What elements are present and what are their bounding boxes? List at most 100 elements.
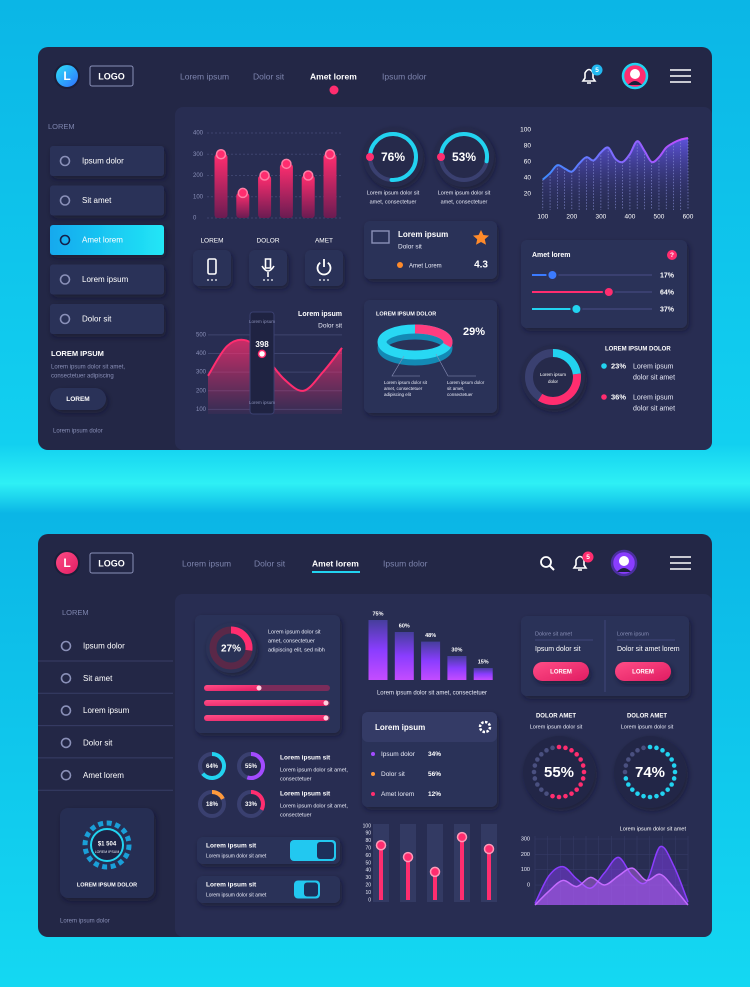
bar — [394, 632, 414, 680]
menu-item[interactable] — [50, 185, 164, 216]
action-button-label: LOREM — [632, 670, 654, 676]
lollipop-head — [402, 851, 414, 863]
mini-donut-label: 33% — [245, 802, 258, 808]
nav-dot — [329, 85, 339, 95]
ring-dot — [535, 782, 540, 787]
toggle-text: Lorem ipsum dolor sit amet — [206, 853, 267, 859]
ring-dot — [544, 748, 549, 753]
menu-item[interactable] — [50, 225, 164, 255]
ring-dot — [630, 787, 635, 792]
nav-link[interactable]: Ipsum dolor — [382, 71, 427, 81]
settings-icon[interactable] — [478, 720, 492, 734]
logo-box — [89, 552, 134, 574]
nav-link[interactable]: Amet lorem — [310, 71, 357, 81]
action-button[interactable] — [615, 662, 671, 681]
menu-item[interactable] — [50, 264, 164, 295]
y-tick-label: 300 — [521, 836, 530, 842]
progress-fill — [204, 685, 262, 691]
menu-item[interactable] — [50, 146, 164, 176]
search-handle — [549, 565, 555, 571]
icon-dots — [327, 279, 329, 281]
menu-label[interactable]: Amet lorem — [83, 771, 124, 780]
ring-dot — [550, 793, 555, 799]
x-tick-label: 300 — [595, 214, 606, 221]
bar-cap — [259, 170, 270, 181]
card — [521, 240, 687, 328]
ring-3d-caption: amet, consectetuer — [384, 386, 423, 391]
nav-link[interactable]: Dolor sit — [254, 558, 286, 568]
ring-dot — [569, 748, 574, 753]
area-fill — [535, 846, 688, 905]
nav-link[interactable]: Ipsum dolor — [383, 558, 428, 568]
ring-dot — [580, 763, 586, 768]
lollipop-stick — [460, 837, 464, 900]
icon-button[interactable] — [305, 250, 343, 286]
list-value: 56% — [428, 771, 441, 778]
ring-dot — [654, 793, 659, 799]
notification-count: 5 — [586, 554, 590, 561]
y-tick-label: 20 — [365, 883, 371, 889]
bar-cap — [237, 187, 249, 199]
y-tick-label: 50 — [365, 860, 371, 866]
action-kicker: Dolore sit amet — [535, 631, 572, 637]
menu-label: Lorem ipsum — [82, 275, 129, 284]
menu-icon — [59, 195, 71, 206]
action-button[interactable] — [533, 662, 589, 681]
menu-label[interactable]: Ipsum dolor — [83, 642, 125, 651]
ring-dot — [569, 791, 574, 796]
y-tick-label: 10 — [365, 890, 371, 896]
menu-icon — [60, 672, 72, 684]
bar-value-label: 30% — [451, 647, 462, 653]
promo-button[interactable] — [50, 388, 106, 410]
ring-dot — [574, 752, 579, 757]
bar-cap — [302, 170, 314, 181]
y-tick-label: 40 — [524, 175, 532, 182]
menu-label: Sit amet — [82, 196, 112, 205]
bell-icon[interactable] — [581, 68, 597, 84]
area-fill — [535, 868, 688, 905]
sidebar-heading: LOREM — [48, 122, 75, 131]
logo-text: LOGO — [98, 71, 125, 81]
menu-item[interactable] — [50, 304, 164, 334]
menu-label[interactable]: Lorem ipsum — [83, 706, 130, 715]
list-name: Ipsum dolor — [381, 751, 416, 758]
y-tick-label: 300 — [193, 152, 204, 158]
x-tick-label: 200 — [566, 214, 577, 221]
menu-label[interactable]: Sit amet — [83, 674, 113, 683]
notification-badge — [582, 551, 594, 563]
note-text: consectetuer — [280, 776, 312, 782]
ring-dot — [556, 794, 562, 800]
action-button-label: LOREM — [550, 670, 572, 676]
nav-link[interactable]: Lorem ipsum — [180, 71, 229, 81]
ring-dot — [623, 763, 629, 768]
logo-box — [89, 65, 134, 87]
icon-dots — [207, 279, 209, 281]
search-icon[interactable] — [540, 556, 552, 568]
slider-knob[interactable] — [570, 303, 583, 315]
progress-fill — [204, 700, 328, 706]
y-tick-label: 200 — [521, 852, 530, 858]
ring-subtitle: Lorem ipsum dolor sit — [530, 724, 583, 730]
y-tick-label: 0 — [368, 897, 371, 903]
legend-dot — [601, 394, 607, 400]
widget-amount: $1 504 — [98, 842, 117, 848]
nav-link[interactable]: Lorem ipsum — [182, 558, 231, 568]
tooltip-text: Lorem ipsum — [249, 400, 275, 405]
nav-link[interactable]: Dolor sit — [253, 71, 285, 81]
y-tick-label: 30 — [365, 875, 371, 881]
icon-button[interactable] — [193, 250, 231, 286]
menu-label[interactable]: Dolor sit — [83, 739, 113, 748]
ring-dot — [669, 782, 674, 787]
slider-knob[interactable] — [602, 286, 615, 298]
ring-arc — [368, 132, 418, 182]
card-title: Lorem ipsum — [375, 723, 425, 732]
y-tick-label: 100 — [196, 407, 207, 413]
donut-center: Lorem ipsum — [540, 372, 566, 377]
donut-segment — [230, 626, 253, 651]
slider-knob[interactable] — [546, 269, 559, 281]
nav-link[interactable]: Amet lorem — [312, 558, 359, 568]
power-glyph — [316, 259, 332, 276]
ring-dot — [539, 787, 544, 792]
y-tick-label: 100 — [193, 194, 204, 200]
bell-icon[interactable] — [572, 555, 588, 571]
